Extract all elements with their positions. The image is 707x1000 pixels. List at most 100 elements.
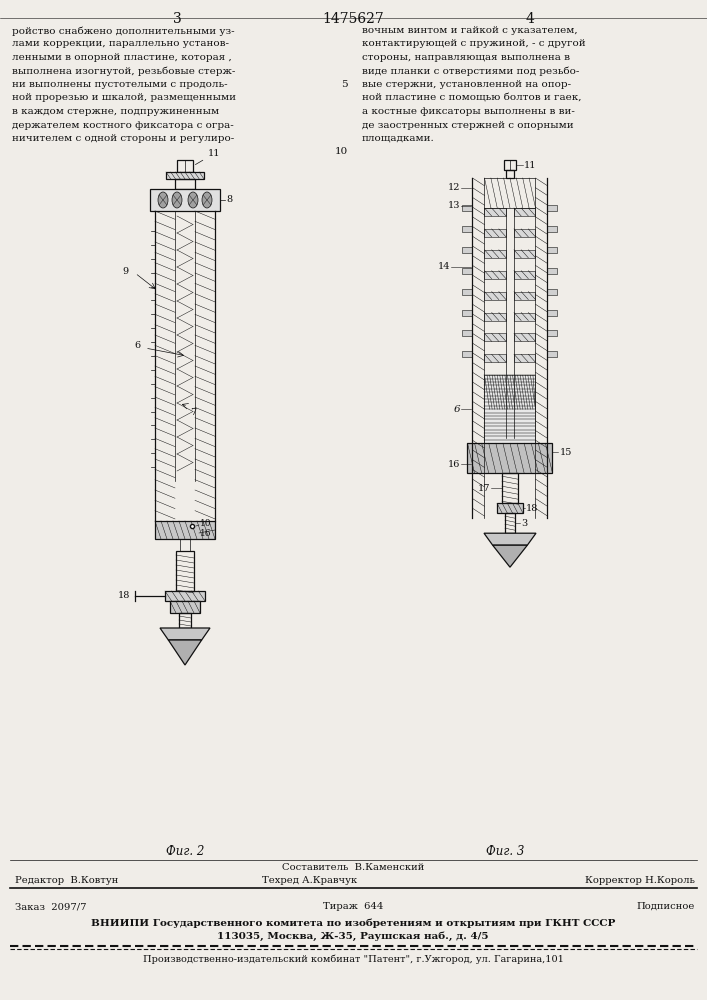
Text: 7: 7 bbox=[190, 408, 197, 417]
Text: ройство снабжено дополнительными уз-: ройство снабжено дополнительными уз- bbox=[12, 26, 235, 35]
Bar bbox=[484, 354, 506, 362]
Ellipse shape bbox=[172, 192, 182, 208]
Polygon shape bbox=[168, 640, 201, 665]
Text: 8: 8 bbox=[226, 196, 232, 205]
Bar bbox=[514, 250, 535, 258]
Text: Тираж  644: Тираж 644 bbox=[323, 902, 383, 911]
Text: Производственно-издательский комбинат "Патент", г.Ужгород, ул. Гагарина,101: Производственно-издательский комбинат "П… bbox=[143, 955, 563, 964]
Text: ни выполнены пустотелыми с продоль-: ни выполнены пустотелыми с продоль- bbox=[12, 80, 228, 89]
Bar bbox=[462, 330, 472, 336]
Text: 3: 3 bbox=[173, 12, 182, 26]
Text: 6: 6 bbox=[134, 342, 140, 351]
Text: Заказ  2097/7: Заказ 2097/7 bbox=[15, 902, 86, 911]
Text: 10: 10 bbox=[334, 147, 348, 156]
Bar bbox=[514, 271, 535, 279]
Text: выполнена изогнутой, резьбовые стерж-: выполнена изогнутой, резьбовые стерж- bbox=[12, 66, 235, 76]
Bar bbox=[150, 189, 220, 211]
Polygon shape bbox=[484, 533, 536, 545]
Bar bbox=[504, 160, 516, 170]
Bar bbox=[462, 310, 472, 316]
Bar bbox=[165, 591, 205, 601]
Bar bbox=[180, 539, 190, 551]
Bar bbox=[547, 268, 558, 274]
Text: 113035, Москва, Ж-35, Раушская наб., д. 4/5: 113035, Москва, Ж-35, Раушская наб., д. … bbox=[217, 931, 489, 941]
Text: де заостренных стержней с опорными: де заостренных стержней с опорными bbox=[362, 120, 573, 129]
Text: площадками.: площадками. bbox=[362, 134, 435, 143]
Text: 4: 4 bbox=[525, 12, 534, 26]
Bar bbox=[547, 226, 558, 232]
Bar bbox=[484, 292, 506, 300]
Text: 10: 10 bbox=[200, 520, 211, 528]
Bar bbox=[547, 205, 558, 211]
Text: вые стержни, установленной на опор-: вые стержни, установленной на опор- bbox=[362, 80, 571, 89]
Bar bbox=[484, 229, 506, 237]
Text: 14: 14 bbox=[438, 262, 450, 271]
Text: в каждом стержне, подпружиненным: в каждом стержне, подпружиненным bbox=[12, 107, 219, 116]
Bar bbox=[514, 208, 535, 216]
Bar bbox=[514, 312, 535, 320]
Bar bbox=[547, 330, 558, 336]
Polygon shape bbox=[160, 628, 210, 640]
Text: Подписное: Подписное bbox=[636, 902, 695, 911]
Bar bbox=[547, 289, 558, 295]
Bar bbox=[484, 271, 506, 279]
Bar bbox=[462, 205, 472, 211]
Text: 6: 6 bbox=[454, 405, 460, 414]
Text: 11: 11 bbox=[195, 149, 221, 165]
Text: 17: 17 bbox=[477, 484, 490, 493]
Bar bbox=[177, 160, 193, 172]
Text: 3: 3 bbox=[521, 519, 527, 528]
Bar bbox=[176, 551, 194, 591]
Text: 1475627: 1475627 bbox=[322, 12, 384, 26]
Bar bbox=[166, 172, 204, 179]
Bar bbox=[502, 473, 518, 503]
Bar bbox=[514, 333, 535, 341]
Text: 12: 12 bbox=[448, 184, 460, 192]
Bar bbox=[514, 229, 535, 237]
Bar bbox=[155, 521, 215, 539]
Bar bbox=[170, 601, 200, 613]
Text: 11: 11 bbox=[524, 160, 537, 169]
Text: держателем костного фиксатора с огра-: держателем костного фиксатора с огра- bbox=[12, 120, 234, 129]
Bar bbox=[484, 375, 535, 443]
Bar bbox=[462, 351, 472, 357]
Bar bbox=[179, 613, 191, 628]
Ellipse shape bbox=[188, 192, 198, 208]
Text: Фиг. 3: Фиг. 3 bbox=[486, 845, 524, 858]
Bar bbox=[484, 250, 506, 258]
Bar bbox=[547, 351, 558, 357]
Polygon shape bbox=[493, 545, 527, 567]
Bar bbox=[484, 333, 506, 341]
Text: 5: 5 bbox=[341, 80, 348, 89]
Text: а костные фиксаторы выполнены в ви-: а костные фиксаторы выполнены в ви- bbox=[362, 107, 575, 116]
Text: ничителем с одной стороны и регулиро-: ничителем с одной стороны и регулиро- bbox=[12, 134, 234, 143]
Bar bbox=[175, 179, 195, 189]
Text: 16: 16 bbox=[200, 530, 211, 538]
Bar bbox=[547, 247, 558, 253]
Bar bbox=[467, 443, 552, 473]
Text: Составитель  В.Каменский: Составитель В.Каменский bbox=[282, 863, 424, 872]
Text: ной прорезью и шкалой, размещенными: ной прорезью и шкалой, размещенными bbox=[12, 94, 236, 103]
Text: 15: 15 bbox=[559, 448, 572, 457]
Text: 16: 16 bbox=[448, 460, 460, 469]
Bar bbox=[514, 354, 535, 362]
Bar bbox=[484, 208, 506, 216]
Text: контактирующей с пружиной, - с другой: контактирующей с пружиной, - с другой bbox=[362, 39, 585, 48]
Bar bbox=[462, 268, 472, 274]
Text: стороны, направляющая выполнена в: стороны, направляющая выполнена в bbox=[362, 53, 570, 62]
Text: Фиг. 2: Фиг. 2 bbox=[166, 845, 204, 858]
Text: виде планки с отверстиями под резьбо-: виде планки с отверстиями под резьбо- bbox=[362, 66, 579, 76]
Text: 18: 18 bbox=[117, 591, 130, 600]
Text: ной пластине с помощью болтов и гаек,: ной пластине с помощью болтов и гаек, bbox=[362, 94, 581, 103]
Bar bbox=[547, 310, 558, 316]
Ellipse shape bbox=[158, 192, 168, 208]
Bar bbox=[484, 312, 506, 320]
Text: лами коррекции, параллельно установ-: лами коррекции, параллельно установ- bbox=[12, 39, 229, 48]
Text: ВНИИПИ Государственного комитета по изобретениям и открытиям при ГКНТ СССР: ВНИИПИ Государственного комитета по изоб… bbox=[90, 918, 615, 928]
Ellipse shape bbox=[202, 192, 212, 208]
Text: 9: 9 bbox=[122, 266, 128, 275]
Text: 18: 18 bbox=[526, 504, 538, 513]
Bar bbox=[497, 503, 523, 513]
Bar bbox=[462, 226, 472, 232]
Bar bbox=[462, 247, 472, 253]
